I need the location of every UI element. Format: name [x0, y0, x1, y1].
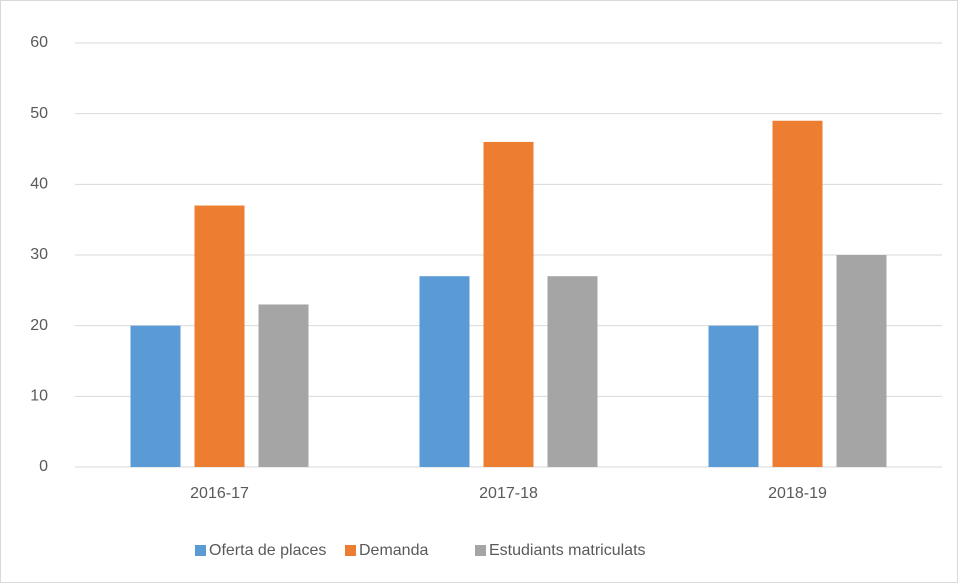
x-tick-label: 2017-18 — [479, 485, 538, 502]
y-tick-label: 40 — [30, 176, 48, 193]
bar — [258, 304, 309, 467]
bar — [836, 255, 887, 467]
x-tick-label: 2016-17 — [190, 485, 249, 502]
legend-label: Demanda — [359, 542, 428, 559]
y-tick-label: 60 — [30, 34, 48, 51]
legend-swatch — [475, 545, 486, 556]
legend-label: Oferta de places — [209, 542, 326, 559]
y-tick-label: 20 — [30, 317, 48, 334]
y-tick-label: 0 — [39, 458, 48, 475]
y-tick-label: 50 — [30, 105, 48, 122]
bar — [772, 120, 823, 467]
bar — [194, 205, 245, 468]
x-tick-label: 2018-19 — [768, 485, 827, 502]
bar — [483, 141, 534, 467]
bar — [547, 276, 598, 467]
y-tick-label: 30 — [30, 246, 48, 263]
bar — [130, 325, 181, 467]
y-tick-label: 10 — [30, 388, 48, 405]
bar — [708, 325, 759, 467]
bar — [419, 276, 470, 467]
legend-label: Estudiants matriculats — [489, 542, 646, 559]
legend-swatch — [195, 545, 206, 556]
legend-swatch — [345, 545, 356, 556]
